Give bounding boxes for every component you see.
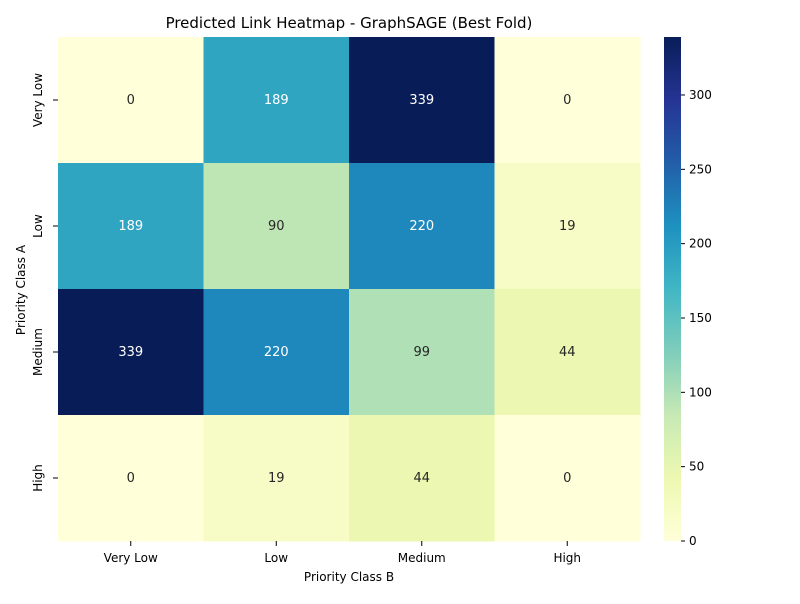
cell-value-label: 0 <box>563 93 571 108</box>
heatmap-cell <box>203 163 350 290</box>
y-tick-label: High <box>31 464 45 492</box>
heatmap-cell <box>349 163 495 290</box>
colorbar-tick-label: 200 <box>689 237 712 251</box>
heatmap-cell <box>349 415 495 542</box>
x-tick-label: Medium <box>398 551 446 565</box>
heatmap-cell <box>203 415 350 542</box>
cell-value-label: 220 <box>409 219 434 234</box>
x-axis-ticks: Very Low Low Medium High <box>104 541 581 565</box>
heatmap-cell <box>349 289 495 416</box>
cell-value-label: 44 <box>413 471 430 486</box>
colorbar-tick-label: 0 <box>689 534 697 548</box>
colorbar-tick-label: 50 <box>689 460 704 474</box>
cell-value-label: 19 <box>268 471 285 486</box>
heatmap-cell <box>349 37 495 164</box>
cell-value-label: 99 <box>413 345 430 360</box>
heatmap-cell <box>494 37 641 164</box>
y-tick-label: Very Low <box>31 73 45 127</box>
colorbar-ticks: 0 50 100 150 200 250 300 <box>681 88 712 548</box>
cell-value-label: 19 <box>559 219 576 234</box>
heatmap-cell <box>494 415 641 542</box>
cell-value-label: 339 <box>118 345 143 360</box>
cell-value-label: 339 <box>409 93 434 108</box>
y-axis-ticks: Very Low Low Medium High <box>31 73 58 492</box>
cell-value-label: 0 <box>127 471 135 486</box>
colorbar <box>664 37 681 541</box>
x-tick-label: Very Low <box>104 551 158 565</box>
x-tick-label: High <box>553 551 581 565</box>
heatmap-cell <box>58 37 204 164</box>
cell-value-label: 0 <box>563 471 571 486</box>
cell-value-label: 189 <box>118 219 143 234</box>
x-axis-label: Priority Class B <box>304 570 394 584</box>
chart-title: Predicted Link Heatmap - GraphSAGE (Best… <box>166 14 533 32</box>
heatmap-cell <box>203 37 350 164</box>
heatmap-cell <box>58 415 204 542</box>
cell-value-label: 0 <box>127 93 135 108</box>
cell-value-label: 220 <box>264 345 289 360</box>
colorbar-tick-label: 100 <box>689 385 712 399</box>
heatmap-cell <box>494 163 641 290</box>
colorbar-tick-label: 300 <box>689 88 712 102</box>
colorbar-tick-label: 250 <box>689 162 712 176</box>
heatmap-cell <box>494 289 641 416</box>
y-tick-label: Medium <box>31 328 45 376</box>
heatmap-cells: 0 189 339 0 189 90 220 19 339 220 99 44 0 19 44 0 <box>58 37 641 542</box>
cell-value-label: 90 <box>268 219 285 234</box>
heatmap-cell <box>58 163 204 290</box>
x-tick-label: Low <box>264 551 288 565</box>
colorbar-tick-label: 150 <box>689 311 712 325</box>
y-axis-label: Priority Class A <box>14 244 28 335</box>
y-tick-label: Low <box>31 214 45 238</box>
cell-value-label: 189 <box>264 93 289 108</box>
heatmap-cell <box>58 289 204 416</box>
cell-value-label: 44 <box>559 345 576 360</box>
heatmap-cell <box>203 289 350 416</box>
